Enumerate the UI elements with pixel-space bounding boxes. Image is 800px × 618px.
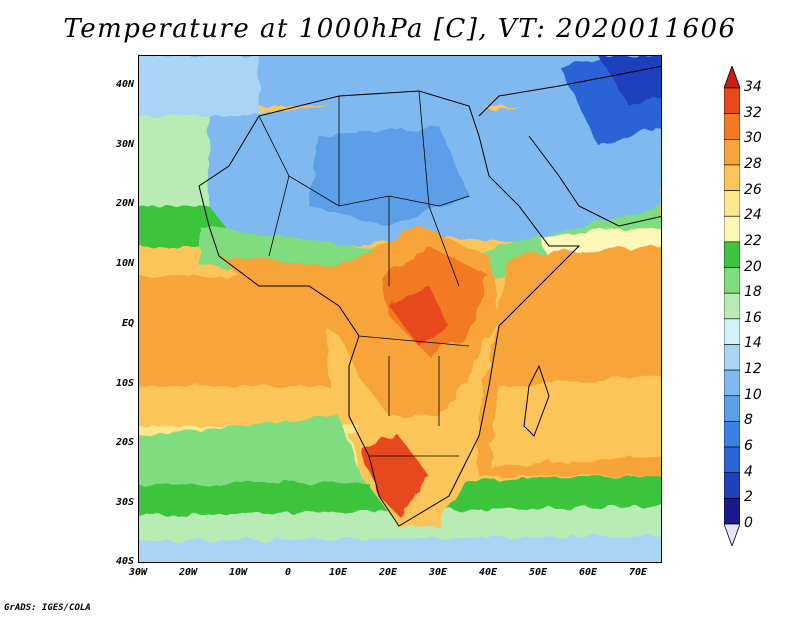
- colorbar-level-label: 4: [744, 463, 753, 480]
- lon-label-30w: 30W: [128, 567, 148, 578]
- lat-label-20s: 20S: [115, 437, 134, 448]
- colorbar-segment: [724, 395, 740, 422]
- lon-label-30e: 30E: [428, 567, 448, 578]
- lat-label-40s: 40S: [115, 556, 134, 567]
- colorbar-level-label: 16: [744, 309, 762, 326]
- lat-label-30n: 30N: [115, 139, 134, 150]
- map-panel: [138, 55, 662, 563]
- lon-label-50e: 50E: [528, 567, 548, 578]
- colorbar-level-label: 2: [744, 489, 753, 506]
- lon-label-10w: 10W: [228, 567, 248, 578]
- lon-label-40e: 40E: [478, 567, 498, 578]
- colorbar-segment: [724, 446, 740, 474]
- colorbar-segment: [724, 267, 740, 294]
- lon-label-20e: 20E: [378, 567, 398, 578]
- country-borders: [258, 90, 470, 457]
- map-title: Temperature at 1000hPa [C], VT: 20200116…: [63, 14, 737, 44]
- colorbar-segment: [724, 138, 740, 166]
- africa-coastline: [198, 90, 581, 527]
- colorbar-level-label: 6: [744, 438, 753, 455]
- lat-label-30s: 30S: [115, 497, 134, 508]
- arabia-coastline: [528, 135, 661, 227]
- colorbar-segment: [724, 421, 740, 448]
- colorbar-segment: [724, 164, 740, 191]
- colorbar-level-label: 26: [744, 181, 762, 198]
- colorbar-level-label: 34: [744, 79, 762, 95]
- lat-label-10s: 10S: [115, 378, 134, 389]
- central-africa-hottest: [389, 286, 449, 346]
- colorbar-level-label: 8: [744, 412, 753, 429]
- atlantic-tropics: [139, 276, 329, 406]
- colorbar-segment: [724, 318, 740, 345]
- colorbar-segment: [724, 87, 740, 114]
- colorbar-level-label: 14: [744, 335, 762, 352]
- colorbar-segment: [724, 215, 740, 243]
- southern-ocean-cool: [139, 536, 661, 562]
- colorbar-segment: [724, 472, 740, 499]
- colorbar-segment: [724, 113, 740, 140]
- colorbar-segment: [724, 190, 740, 217]
- colorbar-bottom-triangle: [724, 523, 740, 546]
- colorbar: [724, 66, 740, 546]
- colorbar-level-label: 20: [744, 258, 762, 275]
- colorbar-level-label: 24: [744, 207, 762, 224]
- lon-label-20w: 20W: [178, 567, 198, 578]
- colorbar-level-label: 0: [744, 515, 753, 531]
- colorbar-segment: [724, 292, 740, 320]
- footer-credit: GrADS: IGES/COLA: [4, 603, 91, 613]
- lat-label-10n: 10N: [115, 258, 134, 269]
- colorbar-level-label: 28: [744, 155, 762, 172]
- mediterranean-coast: [478, 65, 661, 117]
- colorbar-segment: [724, 344, 740, 371]
- lon-label-10e: 10E: [328, 567, 348, 578]
- lon-label-60e: 60E: [578, 567, 598, 578]
- madagascar-coastline: [523, 364, 550, 437]
- colorbar-top-triangle: [724, 66, 740, 89]
- sahara-colder-core: [309, 126, 469, 226]
- colorbar-level-label: 10: [744, 386, 762, 403]
- lon-label-0: 0: [284, 567, 292, 578]
- indian-ocean-yellow: [489, 376, 661, 466]
- iran-coldest: [599, 56, 661, 106]
- colorbar-level-label: 32: [744, 104, 762, 121]
- temperature-field: [139, 56, 661, 562]
- lat-label-40n: 40N: [115, 79, 134, 90]
- colorbar-segment: [724, 498, 740, 525]
- lon-label-70e: 70E: [628, 567, 648, 578]
- colorbar-segment: [724, 369, 740, 397]
- colorbar-level-label: 12: [744, 361, 762, 378]
- colorbar-level-label: 22: [744, 232, 762, 249]
- colorbar-level-label: 30: [744, 130, 762, 147]
- colorbar-level-label: 18: [744, 284, 762, 301]
- colorbar-segment: [724, 241, 740, 268]
- lat-label-20n: 20N: [115, 198, 134, 209]
- lat-label-eq: EQ: [121, 318, 134, 329]
